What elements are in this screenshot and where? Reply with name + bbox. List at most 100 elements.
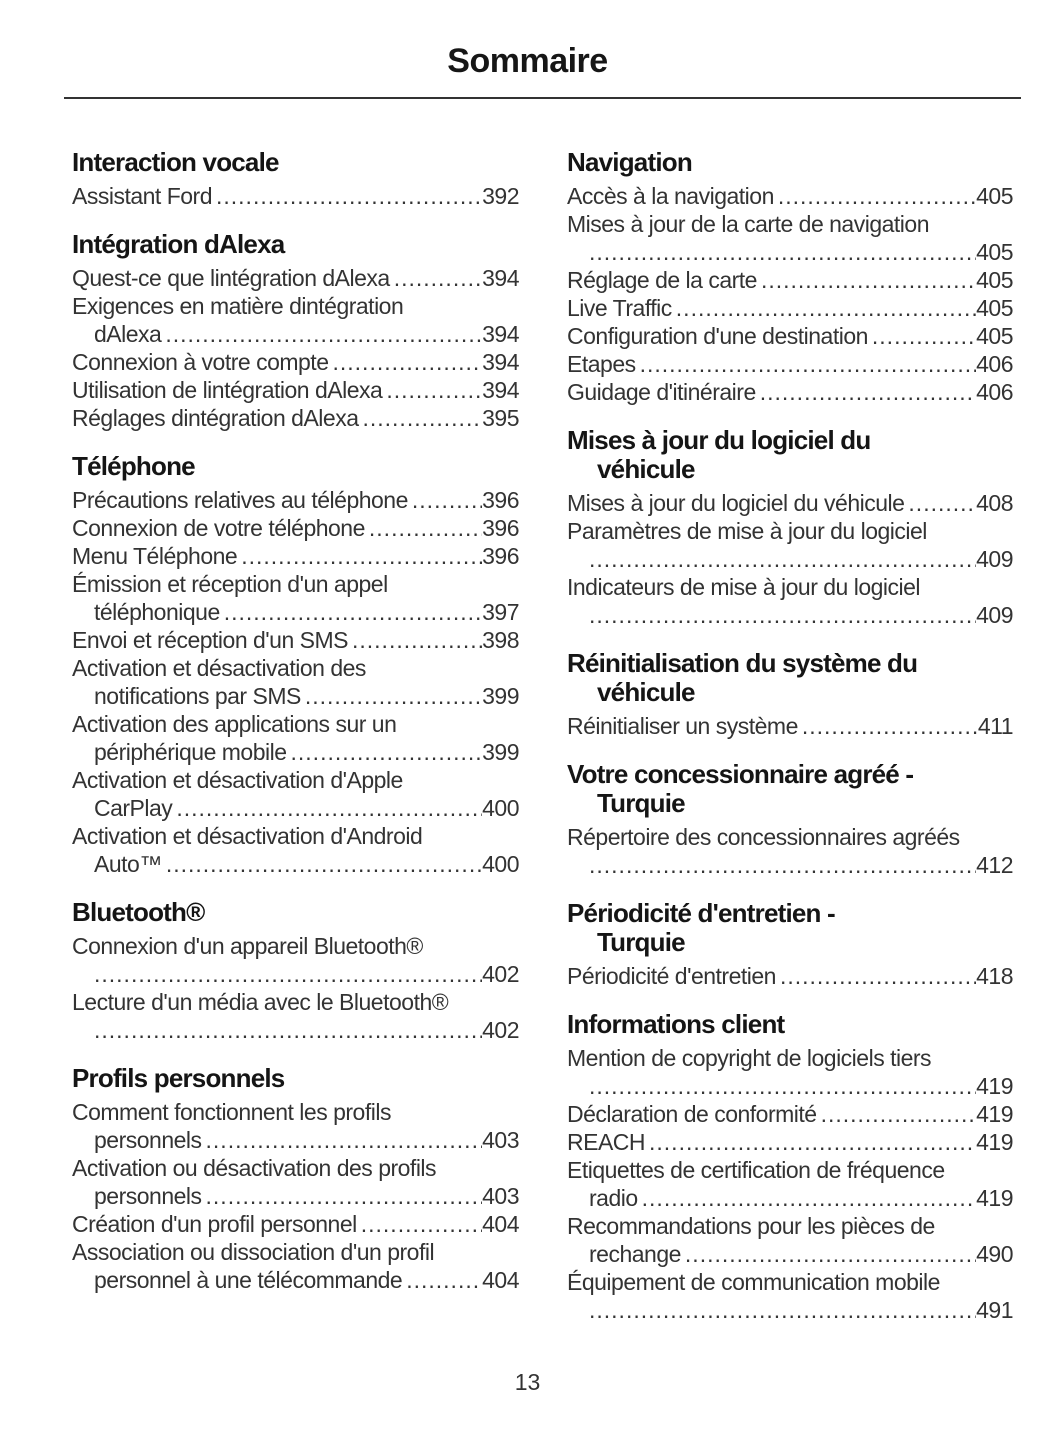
- page-number: 13: [514, 1369, 541, 1395]
- entry-page: 405: [976, 323, 1013, 349]
- leader-dots: [224, 598, 482, 626]
- entry-text: Accès à la navigation: [567, 183, 774, 209]
- toc-entry: Lecture d'un média avec le Bluetooth® 402: [72, 988, 519, 1044]
- entry-text: personnel à une télécommande: [94, 1267, 403, 1293]
- section-heading: Mises à jour du logiciel du véhicule: [567, 426, 1013, 484]
- entry-text: téléphonique: [94, 599, 220, 625]
- entry-text: Création d'un profil personnel: [72, 1211, 357, 1237]
- section-heading-line: Téléphone: [72, 451, 196, 481]
- toc-entry: Activation et désactivation d'Android Aut…: [72, 822, 519, 878]
- entry-page: 418: [976, 963, 1013, 989]
- entry-text-line: Recommandations pour les pièces de: [567, 1213, 935, 1239]
- leader-dots: [394, 264, 482, 292]
- leader-dots: [216, 182, 482, 210]
- toc-entry: Etapes 406: [567, 350, 1013, 378]
- section-heading-line: Périodicité d'entretien -: [567, 898, 836, 928]
- entry-page: 394: [482, 349, 519, 375]
- leader-dots: [642, 1184, 976, 1212]
- toc-section: Intégration dAlexa Quest-ce que lintégrat…: [72, 230, 519, 432]
- entry-page: 419: [976, 1129, 1013, 1155]
- leader-dots: [802, 712, 978, 740]
- entry-page: 394: [482, 321, 519, 347]
- toc-entry: Activation ou désactivation des profils p…: [72, 1154, 519, 1210]
- section-heading-line: Interaction vocale: [72, 147, 279, 177]
- toc-entry: Activation et désactivation des notificat…: [72, 654, 519, 710]
- toc-entry: Équipement de communication mobile 491: [567, 1268, 1013, 1324]
- entry-leader-line: Auto™ 400: [72, 850, 519, 878]
- entry-text-line: Exigences en matière dintégration: [72, 293, 404, 319]
- toc-entry: Envoi et réception d'un SMS 398: [72, 626, 519, 654]
- entry-text: Réinitialiser un système: [567, 713, 798, 739]
- entry-page: 412: [976, 852, 1013, 878]
- entry-text: radio: [589, 1185, 638, 1211]
- entry-leader-line: 491: [567, 1296, 1013, 1324]
- entry-page: 400: [482, 851, 519, 877]
- entry-leader-line: Réglages dintégration dAlexa 395: [72, 404, 519, 432]
- section-heading-line: Informations client: [567, 1009, 785, 1039]
- entry-text: Périodicité d'entretien: [567, 963, 776, 989]
- leader-dots: [206, 1182, 483, 1210]
- entry-text: Connexion à votre compte: [72, 349, 329, 375]
- leader-dots: [241, 542, 482, 570]
- leader-dots: [589, 601, 976, 629]
- leader-dots: [305, 682, 482, 710]
- leader-dots: [908, 489, 976, 517]
- toc-entry: Réglages dintégration dAlexa 395: [72, 404, 519, 432]
- leader-dots: [780, 962, 976, 990]
- section-heading-line: véhicule: [597, 454, 695, 484]
- toc-entry: Émission et réception d'un appel téléphon…: [72, 570, 519, 626]
- entry-leader-line: personnel à une télécommande 404: [72, 1266, 519, 1294]
- entry-leader-line: 419: [567, 1072, 1013, 1100]
- entry-leader-line: Assistant Ford 392: [72, 182, 519, 210]
- leader-dots: [872, 322, 976, 350]
- entry-page: 408: [976, 490, 1013, 516]
- section-heading-line: Navigation: [567, 147, 693, 177]
- leader-dots: [589, 545, 976, 573]
- leader-dots: [685, 1240, 976, 1268]
- entry-leader-line: rechange 490: [567, 1240, 1013, 1268]
- entry-text: Quest-ce que lintégration dAlexa: [72, 265, 390, 291]
- title-divider: [64, 97, 1021, 99]
- section-heading: Bluetooth®: [72, 898, 519, 927]
- leader-dots: [94, 960, 482, 988]
- entry-text-line: Activation ou désactivation des profils: [72, 1155, 437, 1181]
- entry-text: périphérique mobile: [94, 739, 287, 765]
- toc-column-left: Interaction vocale Assistant Ford 392 Intég…: [72, 148, 519, 1294]
- toc-entry: Guidage d'itinéraire 406: [567, 378, 1013, 406]
- entry-leader-line: Connexion à votre compte 394: [72, 348, 519, 376]
- leader-dots: [589, 851, 976, 879]
- entry-text: Utilisation de lintégration dAlexa: [72, 377, 383, 403]
- entry-leader-line: Réinitialiser un système 411: [567, 712, 1013, 740]
- entry-leader-line: dAlexa 394: [72, 320, 519, 348]
- toc-entry: Répertoire des concessionnaires agréés 41…: [567, 823, 1013, 879]
- toc-entry: Recommandations pour les pièces de rechan…: [567, 1212, 1013, 1268]
- toc-entry: Réglage de la carte 405: [567, 266, 1013, 294]
- toc-entry: Accès à la navigation 405: [567, 182, 1013, 210]
- entry-text-line: Activation et désactivation des: [72, 655, 366, 681]
- entry-page: 411: [977, 713, 1013, 739]
- toc-section: Votre concessionnaire agréé - Turquie Répe…: [567, 760, 1013, 879]
- toc-entry: Mention de copyright de logiciels tiers 4…: [567, 1044, 1013, 1100]
- leader-dots: [369, 514, 482, 542]
- entry-text-line: Indicateurs de mise à jour du logiciel: [567, 574, 921, 600]
- entry-text: REACH: [567, 1129, 646, 1155]
- entry-page: 404: [482, 1211, 519, 1237]
- toc-section: Périodicité d'entretien - Turquie Périodic…: [567, 899, 1013, 990]
- entry-leader-line: 402: [72, 1016, 519, 1044]
- entry-leader-line: CarPlay 400: [72, 794, 519, 822]
- toc-entry: Connexion à votre compte 394: [72, 348, 519, 376]
- section-heading-line: Turquie: [597, 927, 686, 957]
- entry-text-line: Activation des applications sur un: [72, 711, 397, 737]
- entry-leader-line: Configuration d'une destination 405: [567, 322, 1013, 350]
- toc-entry: Connexion de votre téléphone 396: [72, 514, 519, 542]
- section-heading-line: Turquie: [597, 788, 686, 818]
- section-heading: Réinitialisation du système du véhicule: [567, 649, 1013, 707]
- leader-dots: [176, 794, 482, 822]
- toc-entry: Paramètres de mise à jour du logiciel 409: [567, 517, 1013, 573]
- entry-page: 400: [482, 795, 519, 821]
- toc-entry: Utilisation de lintégration dAlexa 394: [72, 376, 519, 404]
- entry-text-line: Émission et réception d'un appel: [72, 571, 388, 597]
- section-heading: Navigation: [567, 148, 1013, 177]
